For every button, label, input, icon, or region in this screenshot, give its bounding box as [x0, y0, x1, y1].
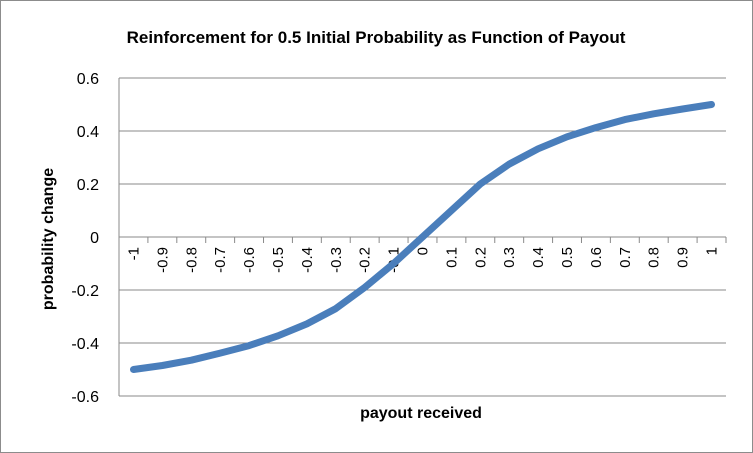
- x-tick-label: -0.9: [154, 247, 171, 273]
- x-tick-label: -0.7: [212, 247, 229, 273]
- x-tick-label: 0.8: [646, 247, 663, 268]
- x-tick-label: -1: [125, 247, 142, 260]
- y-tick-label: 0.6: [77, 71, 99, 88]
- y-tick-label: -0.4: [71, 336, 99, 353]
- y-tick-label: 0.4: [77, 124, 99, 141]
- x-tick-label: -0.4: [299, 247, 316, 273]
- y-axis-label: probability change: [40, 168, 57, 310]
- y-tick-label: -0.6: [71, 389, 99, 406]
- series-layer: [130, 101, 715, 373]
- x-tick-label: 1: [704, 247, 721, 255]
- x-tick-label: 0.4: [530, 247, 547, 268]
- x-axis-label: payout received: [360, 405, 482, 422]
- x-tick-label: -0.5: [270, 247, 287, 273]
- x-tick-label: 0.2: [472, 247, 489, 268]
- x-tick-label: 0.3: [501, 247, 518, 268]
- x-tick-label: -0.2: [357, 247, 374, 273]
- y-tick-label: 0: [90, 230, 99, 247]
- x-tick-label: 0.7: [617, 247, 634, 268]
- x-tick-label: 0.5: [559, 247, 576, 268]
- y-tick-label: 0.2: [77, 177, 99, 194]
- x-tick-label: 0.6: [588, 247, 605, 268]
- x-tick-label: -0.3: [328, 247, 345, 273]
- y-tick-labels: 0.6 0.4 0.2 0 -0.2 -0.4 -0.6: [71, 71, 99, 406]
- x-tick-label: 0: [415, 247, 432, 255]
- x-tick-label: 0.1: [443, 247, 460, 268]
- x-tick-label: -0.6: [241, 247, 258, 273]
- x-tick-labels: -1 -0.9 -0.8 -0.7 -0.6 -0.5 -0.4 -0.3 -0.2 -0.1 0 0…: [125, 247, 720, 273]
- x-tick-label: -0.8: [183, 247, 200, 273]
- chart-title: Reinforcement for 0.5 Initial Probabilit…: [127, 28, 626, 47]
- x-tick-label: 0.9: [675, 247, 692, 268]
- y-tick-label: -0.2: [71, 283, 99, 300]
